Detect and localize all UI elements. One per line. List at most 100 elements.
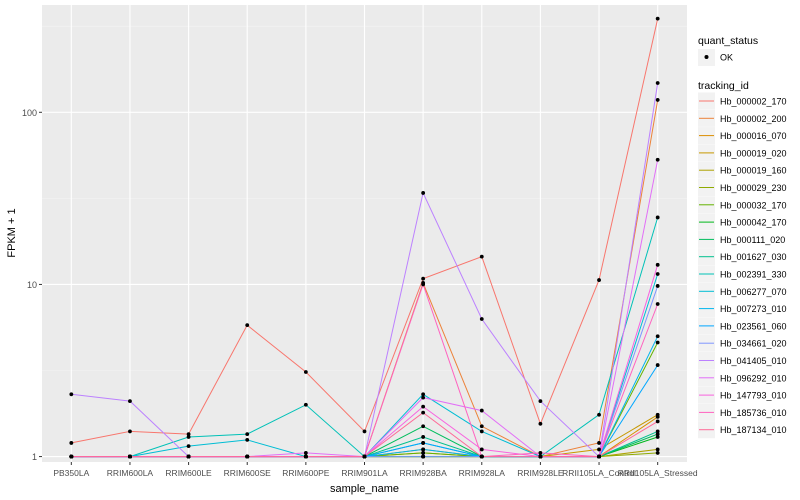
data-point [421, 410, 426, 415]
data-point [303, 370, 308, 374]
data-point [128, 399, 132, 404]
data-point [421, 282, 426, 287]
data-point [69, 454, 74, 459]
data-point [421, 451, 426, 455]
data-point [597, 441, 601, 445]
data-point [421, 441, 426, 445]
legend-label: Hb_000029_230 [720, 183, 787, 193]
data-point [655, 215, 660, 220]
data-point [655, 334, 660, 339]
data-point [655, 451, 660, 455]
legend-label: Hb_000111_020 [720, 235, 785, 245]
legend-items: OK Hb_000002_170 Hb_000002_200 Hb_000016_07… [698, 49, 787, 439]
legend-label: Hb_023561_060 [720, 321, 787, 331]
data-point [597, 278, 601, 282]
y-tick-label: 100 [22, 108, 37, 118]
data-point [655, 272, 660, 276]
data-point [655, 432, 660, 437]
data-point [303, 451, 308, 455]
quant-status-legend-title: quant_status [698, 35, 758, 47]
grid [42, 5, 687, 462]
data-point [538, 399, 543, 404]
x-tick-label: RRIM600LE [165, 468, 212, 478]
legend-label: Hb_000019_020 [720, 148, 787, 158]
legend-label: Hb_000002_200 [720, 114, 787, 124]
legend-label: Hb_034661_020 [720, 339, 787, 349]
data-point [303, 402, 308, 407]
data-point [245, 437, 250, 442]
data-point [128, 429, 132, 434]
x-tick-label: RRIM928BA [400, 468, 448, 478]
data-point [655, 419, 660, 424]
data-point [479, 424, 484, 429]
data-point [655, 262, 660, 267]
data-point [479, 408, 484, 413]
data-point [421, 191, 426, 195]
data-point [538, 421, 543, 426]
legend-label: Hb_185736_010 [720, 408, 787, 418]
x-tick-label: RRIM600PE [282, 468, 330, 478]
x-tick-label: RRIM928LE [517, 468, 564, 478]
legend-label: Hb_041405_010 [720, 356, 787, 366]
data-point [655, 429, 660, 434]
data-point [69, 392, 74, 397]
legend-label: OK [720, 53, 733, 63]
data-point [421, 395, 426, 400]
data-point [655, 81, 660, 85]
y-axis-title: FPKM + 1 [6, 208, 18, 257]
data-point [479, 254, 484, 259]
data-point [597, 412, 601, 417]
data-point [186, 432, 191, 437]
data-point [655, 363, 660, 367]
data-point [421, 447, 426, 452]
legend-label: Hb_147793_010 [720, 391, 787, 401]
legend-label: Hb_000019_160 [720, 166, 787, 176]
x-tick-label: RRII105LA_Stressed [618, 468, 698, 478]
data-point [421, 392, 426, 397]
x-tick-label: RRIM928LA [459, 468, 506, 478]
data-point [479, 429, 484, 434]
data-point [128, 454, 132, 459]
x-tick-label: PB350LA [53, 468, 89, 478]
data-point [479, 454, 484, 459]
data-point [538, 451, 543, 455]
data-point [186, 454, 191, 459]
x-tick-label: RRIM901LA [341, 468, 388, 478]
legend-label: Hb_000016_070 [720, 131, 787, 141]
data-point [597, 447, 601, 452]
data-point [245, 323, 250, 328]
legend-label: Hb_006277_070 [720, 287, 787, 297]
data-point [245, 432, 250, 437]
data-points [69, 16, 660, 459]
data-point [655, 340, 660, 345]
data-point [69, 441, 74, 445]
data-point [362, 429, 367, 434]
axes: 1 10 100 PB350LA RRIM600LA RRIM600LE RRIM600SE… [22, 108, 698, 478]
data-point [421, 454, 426, 459]
data-point [655, 302, 660, 306]
data-point [421, 276, 426, 281]
data-point [186, 435, 191, 439]
data-point [421, 435, 426, 439]
legend-label: Hb_001627_030 [720, 252, 787, 262]
data-point [655, 157, 660, 162]
legend: quant_status tracking_id OK Hb_000002_170… [698, 35, 787, 439]
data-point [303, 454, 308, 459]
data-point [245, 454, 250, 459]
y-tick-label: 10 [27, 280, 37, 290]
data-point [655, 447, 660, 452]
data-point [655, 284, 660, 288]
legend-label: Hb_002391_330 [720, 270, 787, 280]
legend-label: Hb_000002_170 [720, 97, 787, 107]
data-point [186, 444, 191, 449]
legend-label: Hb_096292_010 [720, 373, 787, 383]
data-point [479, 317, 484, 321]
data-point [655, 412, 660, 417]
legend-label: Hb_000032_170 [720, 200, 787, 210]
legend-label: Hb_187134_010 [720, 425, 787, 435]
data-point [421, 404, 426, 409]
legend-point-key [704, 55, 709, 59]
data-point [655, 16, 660, 21]
data-point [597, 454, 601, 459]
